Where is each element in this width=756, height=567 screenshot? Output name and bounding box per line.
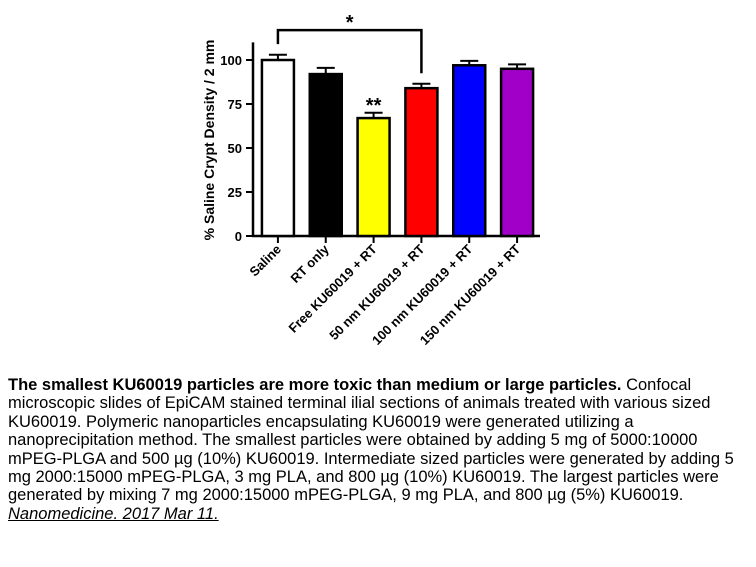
x-tick-label: Saline [246,242,284,280]
bar-0 [260,58,296,238]
bar-chart: % Saline Crypt Density / 2 mm 0 25 50 75 100… [201,12,540,348]
y-tick-label: 75 [228,97,242,112]
significance-double-star: ** [366,95,382,117]
axes [251,42,540,243]
y-tick-label: 50 [228,141,242,156]
y-ticks: 0 25 50 75 100 [220,53,253,244]
caption-body: Confocal microscopic slides of EpiCAM st… [8,376,734,505]
figure-caption: The smallest KU60019 particles are more … [8,376,754,523]
y-tick-label: 25 [228,185,242,200]
bar-3 [404,86,439,238]
error-bars [268,53,527,119]
y-axis-label: % Saline Crypt Density / 2 mm [201,40,217,241]
significance-bracket [276,28,423,74]
citation-link[interactable]: Nanomedicine. 2017 Mar 11. [8,504,219,523]
caption-title: The smallest KU60019 particles are more … [8,376,622,394]
bar-1 [308,72,343,238]
y-tick-label: 100 [220,53,242,68]
bar-2 [356,116,391,238]
x-tick-label: Free KU60019 + RT [286,241,380,335]
bar-5 [499,67,535,238]
significance-star: * [346,12,354,34]
significance-annotations: *** [276,12,423,117]
x-tick-label: 50 nm KU60019 + RT [326,241,427,342]
y-tick-label: 0 [235,229,242,244]
x-tick-label: RT only [288,241,333,286]
bar-4 [452,64,487,238]
bars [260,58,535,238]
